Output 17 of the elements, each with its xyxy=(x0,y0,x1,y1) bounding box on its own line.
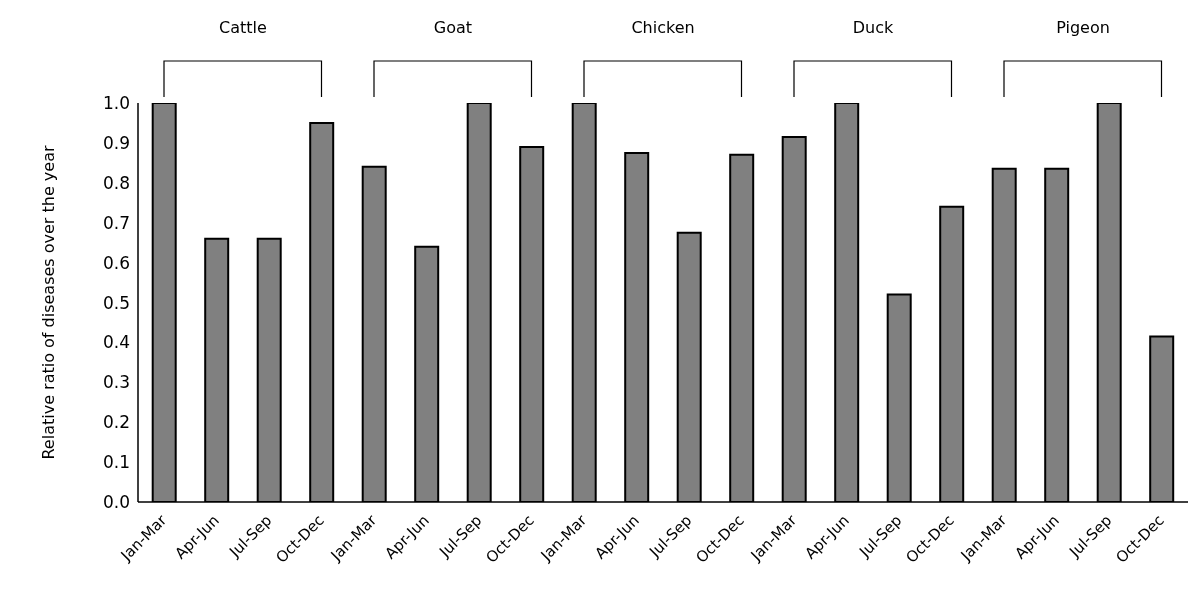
y-tick-label: 0.1 xyxy=(102,452,130,473)
y-tick-label: 0.7 xyxy=(102,212,130,233)
y-tick-label: 0.5 xyxy=(102,292,130,313)
y-tick-label: 0.2 xyxy=(102,412,130,433)
y-tick-label: 0.4 xyxy=(102,332,130,353)
text: Goat xyxy=(432,18,474,37)
y-tick-label: 0.0 xyxy=(102,492,130,513)
text: Duck xyxy=(851,18,895,37)
text: Pigeon xyxy=(1055,18,1111,37)
y-tick-label: 0.3 xyxy=(102,372,130,393)
text: Cattle xyxy=(218,18,268,37)
y-tick-label: 0.9 xyxy=(102,132,130,153)
y-tick-label: 0.6 xyxy=(102,252,130,273)
y-axis-title: Relative ratio of diseases over the year xyxy=(38,145,58,460)
y-tick-label: 0.8 xyxy=(102,172,130,193)
y-tick-label: 1.0 xyxy=(102,93,130,114)
text: Chicken xyxy=(630,18,696,37)
